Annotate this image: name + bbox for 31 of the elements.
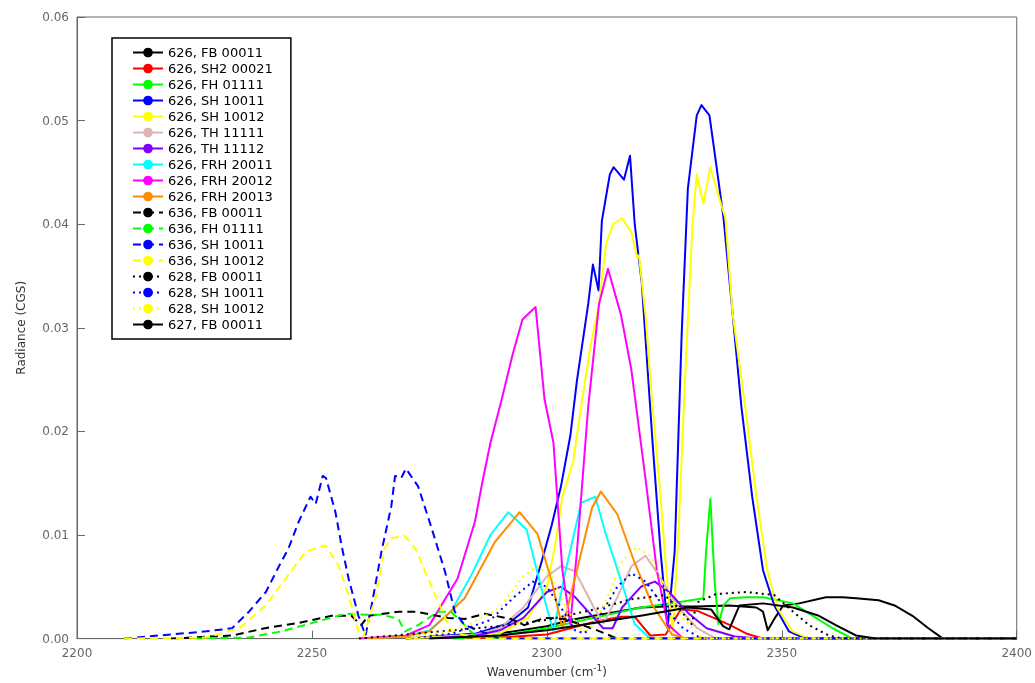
x-tick-label: 2200 — [61, 645, 93, 660]
y-axis-title: Radiance (CGS) — [14, 280, 28, 375]
legend-label: 626, FRH 20013 — [168, 189, 273, 204]
legend-label: 626, TH 11111 — [168, 125, 265, 140]
legend-label: 627, FB 00011 — [168, 317, 263, 332]
legend-label: 626, FRH 20011 — [168, 157, 273, 172]
legend-label: 636, FH 01111 — [168, 221, 264, 236]
y-tick-label: 0.06 — [42, 10, 69, 24]
legend-label: 628, SH 10011 — [168, 285, 265, 300]
x-tick-label: 2250 — [296, 645, 328, 660]
x-tick-label: 2350 — [766, 645, 798, 660]
y-tick-label: 0.02 — [42, 424, 69, 439]
legend-label: 626, FRH 20012 — [168, 173, 273, 188]
y-tick-label: 0.00 — [42, 631, 69, 646]
legend-label: 626, SH2 00021 — [168, 61, 273, 76]
y-tick-label: 0.04 — [42, 217, 69, 232]
legend-label: 636, SH 10012 — [168, 253, 265, 268]
x-tick-label: 2300 — [531, 645, 563, 660]
y-tick-label: 0.05 — [42, 113, 69, 128]
x-tick-label: 2400 — [1001, 645, 1032, 660]
legend-label: 626, FB 00011 — [168, 45, 263, 60]
y-tick-label: 0.03 — [42, 320, 69, 335]
legend-label: 628, SH 10012 — [168, 301, 265, 316]
legend-label: 626, SH 10012 — [168, 109, 265, 124]
legend-label: 626, TH 11112 — [168, 141, 265, 156]
y-tick-label: 0.01 — [42, 528, 69, 542]
legend-label: 636, SH 10011 — [168, 237, 265, 252]
legend-label: 626, SH 10011 — [168, 93, 265, 108]
legend-label: 626, FH 01111 — [168, 77, 264, 92]
legend-label: 628, FB 00011 — [168, 269, 263, 284]
legend-label: 636, FB 00011 — [168, 205, 263, 220]
